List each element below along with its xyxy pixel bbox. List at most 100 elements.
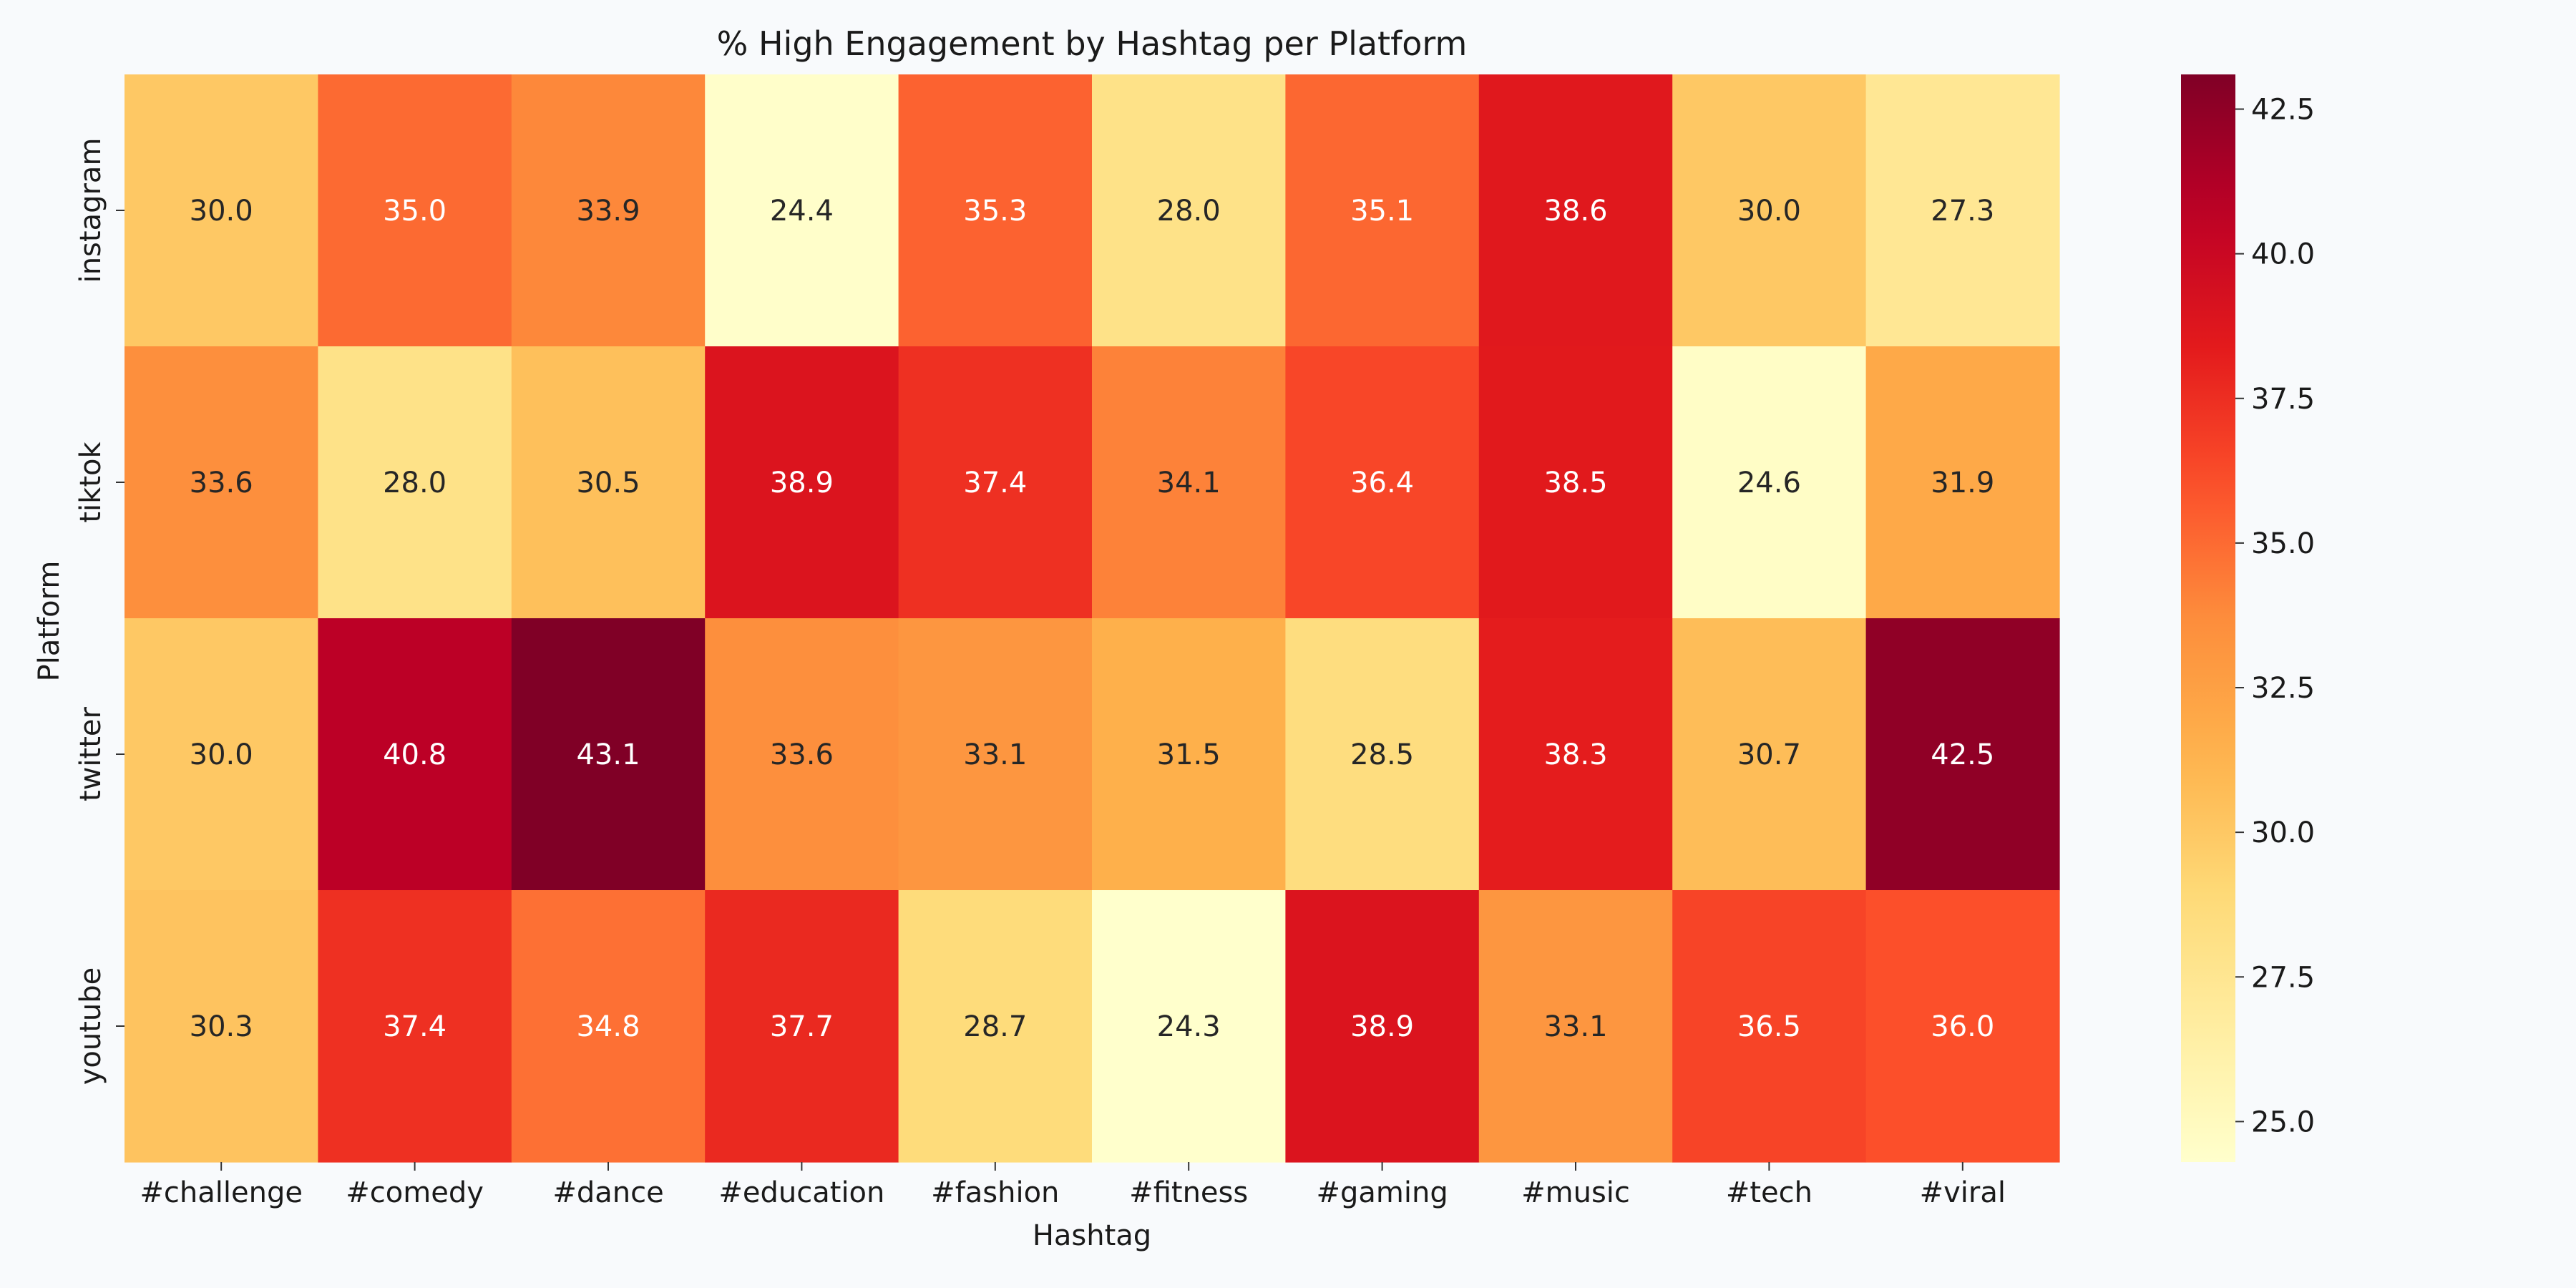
heatmap-cell — [705, 890, 899, 1163]
cell-value-label: 36.5 — [1737, 1010, 1801, 1043]
cell-value-label: 28.0 — [383, 467, 447, 499]
x-tick-label: #fitness — [1129, 1176, 1248, 1209]
cell-value-label: 30.0 — [190, 738, 253, 771]
cell-value-label: 28.0 — [1157, 195, 1221, 228]
heatmap-cell — [898, 74, 1093, 347]
heatmap-cell — [898, 618, 1093, 891]
x-tick-label: #fashion — [931, 1176, 1059, 1209]
heatmap-cell — [1285, 346, 1480, 619]
cell-value-label: 24.6 — [1737, 467, 1801, 499]
heatmap-cell — [125, 346, 318, 619]
cell-value-label: 30.3 — [190, 1010, 253, 1043]
colorbar-tick-label: 35.0 — [2251, 527, 2315, 560]
colorbar-tick-label: 32.5 — [2251, 672, 2315, 705]
heatmap-cell — [1865, 890, 2060, 1163]
heatmap-cell — [705, 74, 899, 347]
heatmap-cell — [1478, 618, 1673, 891]
heatmap-cell — [1865, 74, 2060, 347]
heatmap-cell — [1092, 890, 1286, 1163]
cell-value-label: 33.1 — [1543, 1010, 1607, 1043]
colorbar-tick-label: 42.5 — [2251, 94, 2315, 127]
heatmap-cell — [898, 346, 1093, 619]
heatmap-cell — [1285, 618, 1480, 891]
heatmap-cell — [511, 890, 706, 1163]
heatmap-cell — [898, 890, 1093, 1163]
colorbar-tick-label: 25.0 — [2251, 1106, 2315, 1138]
heatmap-cell — [1478, 890, 1673, 1163]
heatmap-cell — [318, 346, 512, 619]
y-tick-label: twitter — [74, 706, 107, 801]
cell-value-label: 36.4 — [1350, 467, 1414, 499]
cell-value-label: 30.7 — [1737, 738, 1801, 771]
x-tick-label: #tech — [1726, 1176, 1813, 1209]
cell-value-label: 37.7 — [770, 1010, 834, 1043]
cell-value-label: 30.0 — [1737, 195, 1801, 228]
y-axis: instagram tiktok twitter youtube — [74, 138, 125, 1085]
cell-value-label: 38.9 — [770, 467, 834, 499]
y-tick-label: youtube — [74, 967, 107, 1085]
cell-value-label: 33.6 — [770, 738, 834, 771]
chart-title: % High Engagement by Hashtag per Platfor… — [717, 24, 1468, 63]
cell-value-label: 33.6 — [190, 467, 253, 499]
cell-value-label: 30.0 — [190, 195, 253, 228]
cell-value-label: 24.4 — [770, 195, 834, 228]
y-tick-label: tiktok — [74, 441, 107, 523]
colorbar-tick-label: 37.5 — [2251, 383, 2315, 416]
x-tick-label: #comedy — [346, 1176, 484, 1209]
heatmap-cell — [705, 618, 899, 891]
x-tick-label: #challenge — [140, 1176, 303, 1209]
heatmap-cell — [1865, 346, 2060, 619]
cell-value-label: 33.9 — [576, 195, 640, 228]
heatmap-cell — [511, 618, 706, 891]
heatmap-cell — [1478, 346, 1673, 619]
cell-value-label: 27.3 — [1931, 195, 1994, 228]
heatmap-cell — [1672, 74, 1867, 347]
heatmap-cell — [318, 890, 512, 1163]
cell-value-label: 38.9 — [1350, 1010, 1414, 1043]
cell-value-label: 37.4 — [963, 467, 1027, 499]
heatmap-cell — [1672, 618, 1867, 891]
colorbar — [2181, 74, 2235, 1162]
cell-value-label: 30.5 — [576, 467, 640, 499]
heatmap-cell — [1092, 346, 1286, 619]
heatmap-cell — [1092, 74, 1286, 347]
x-tick-label: #music — [1521, 1176, 1630, 1209]
heatmap-cell — [1285, 74, 1480, 347]
heatmap-cell — [318, 618, 512, 891]
heatmap-cell — [125, 890, 318, 1163]
cell-value-label: 34.8 — [576, 1010, 640, 1043]
x-tick-label: #gaming — [1316, 1176, 1448, 1209]
cell-value-label: 28.7 — [963, 1010, 1027, 1043]
cell-value-label: 37.4 — [383, 1010, 447, 1043]
cell-value-label: 34.1 — [1157, 467, 1221, 499]
heatmap-cell — [1478, 74, 1673, 347]
cell-value-label: 35.3 — [963, 195, 1027, 228]
cell-value-label: 24.3 — [1157, 1010, 1221, 1043]
cell-value-label: 31.5 — [1157, 738, 1221, 771]
cell-value-label: 38.5 — [1543, 467, 1607, 499]
cell-value-label: 43.1 — [576, 738, 640, 771]
cell-value-label: 31.9 — [1931, 467, 1994, 499]
cell-value-label: 28.5 — [1350, 738, 1414, 771]
cell-value-label: 42.5 — [1931, 738, 1994, 771]
heatmap-cell — [1865, 618, 2060, 891]
heatmap-cell — [1285, 890, 1480, 1163]
heatmap-cell — [125, 618, 318, 891]
cell-value-label: 33.1 — [963, 738, 1027, 771]
cell-value-label: 35.0 — [383, 195, 447, 228]
cell-value-label: 40.8 — [383, 738, 447, 771]
x-axis-label: Hashtag — [1033, 1219, 1151, 1252]
cell-value-label: 35.1 — [1350, 195, 1414, 228]
heatmap-cell — [318, 74, 512, 347]
x-axis: #challenge #comedy #dance #education #fashio… — [140, 1162, 2006, 1209]
y-tick-label: instagram — [74, 138, 107, 283]
cell-value-label: 38.6 — [1543, 195, 1607, 228]
heatmap-cell — [1672, 890, 1867, 1163]
colorbar-axis: 25.0 27.5 30.0 32.5 35.0 37.5 40.0 42.5 — [2235, 94, 2315, 1138]
heatmap-cell — [125, 74, 318, 347]
heatmap-cell — [705, 346, 899, 619]
heatmap-cell — [1672, 346, 1867, 619]
colorbar-tick-label: 27.5 — [2251, 961, 2315, 994]
heatmap-cells: 30.0 35.0 33.9 24.4 35.3 28.0 35.1 38.6 30.0 27.3… — [125, 74, 2060, 1163]
